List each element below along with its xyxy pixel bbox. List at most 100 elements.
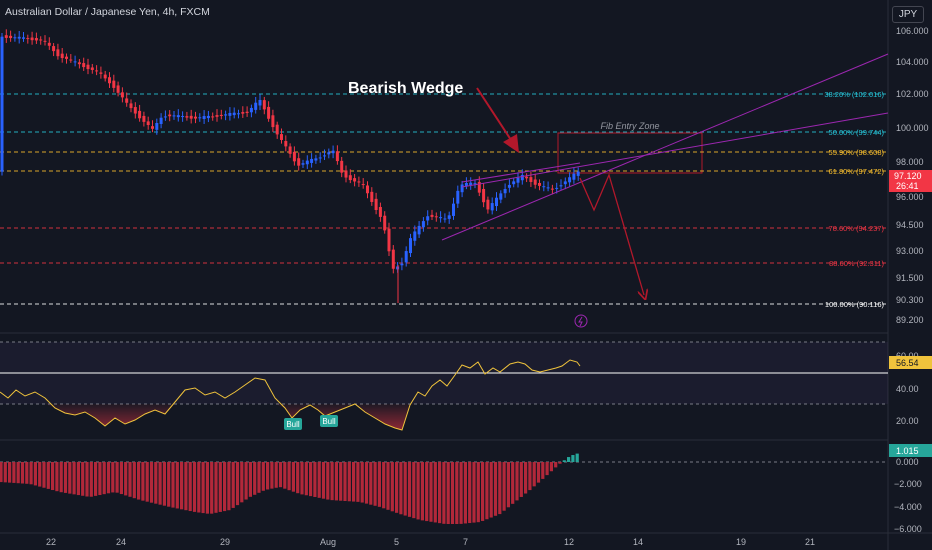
candle-body [241,112,245,114]
macd-bar [296,462,300,494]
macd-bar [446,462,450,524]
rsi-value-tag: 56.54 [889,356,932,369]
macd-bar [472,462,476,523]
macd-bar [85,462,89,497]
lightning-icon[interactable] [574,314,588,328]
macd-bar [184,462,188,511]
candle-body [430,214,434,217]
fib-level-label: 78.60% (94.237) [829,224,885,233]
macd-bar [554,462,558,468]
candle-body [572,173,576,180]
macd-bar [257,462,261,493]
fib-entry-zone[interactable] [557,132,703,174]
candle-body [542,186,546,188]
macd-bar [468,462,472,524]
candle-body [271,115,275,128]
currency-button[interactable]: JPY [892,6,924,23]
macd-bar [141,462,145,501]
macd-tick: −2.000 [894,479,922,489]
macd-bar [42,462,46,488]
macd-bar [334,462,338,501]
macd-bar [132,462,136,499]
macd-bar [442,462,446,524]
candle-body [211,116,215,118]
macd-bar [253,462,257,495]
candle-body [409,238,412,254]
candle-body [155,123,159,130]
candle-body [39,39,43,41]
fib-level-label: 100.00% (90.116) [825,300,885,309]
fib-level-label: 50.00% (99.744) [829,128,885,137]
candle-body [215,115,219,117]
macd-bar [339,462,343,501]
fib-entry-zone-label: Fib Entry Zone [600,121,659,131]
macd-bar [106,462,111,494]
macd-bar [235,462,240,506]
candle-body [275,124,279,135]
macd-bar [231,462,235,508]
macd-bar [59,462,63,493]
macd-value-tag: 1.015 [889,444,932,457]
wedge-inner-trendline[interactable] [461,162,581,183]
bull-badge[interactable]: Bull [320,415,338,427]
candle-body [232,112,236,116]
candle-body [129,103,133,109]
macd-bar [519,462,523,497]
macd-bar [51,462,55,491]
candle-body [112,80,116,88]
candle-body [318,157,322,159]
candle-body [533,179,537,185]
macd-bar [287,462,291,491]
candle-body [460,184,464,193]
candle-body [374,198,378,210]
time-tick: 7 [463,537,468,547]
macd-bar [205,462,209,514]
wedge-lower-trendline[interactable] [441,53,889,241]
candle-body [198,117,202,119]
macd-bar [343,462,347,501]
symbol-title[interactable]: Australian Dollar / Japanese Yen, 4h, FX… [5,6,210,18]
projected-move-arrow[interactable] [579,173,644,295]
candle-body [254,102,258,110]
price-tick: 102.000 [896,89,929,99]
candle-body [9,35,13,39]
macd-bar [429,462,433,522]
price-tick: 91.500 [896,273,924,283]
macd-bar [102,462,106,495]
candle-body [486,199,490,210]
wedge-upper-trendline[interactable] [461,112,889,188]
candle-body [357,181,361,183]
candle-body [559,185,563,187]
macd-bar [25,462,29,484]
macd-bar [532,462,536,487]
macd-bar [382,462,386,509]
candle-body [52,46,56,52]
macd-bar [201,462,205,514]
macd-bar [420,462,424,521]
macd-bar [364,462,369,504]
macd-bar [214,462,218,513]
macd-bar [278,462,283,488]
macd-bar [395,462,399,513]
bull-badge[interactable]: Bull [284,418,302,430]
candle-body [550,188,554,190]
candle-body [456,190,460,204]
candle-body [103,74,107,79]
candle-body [477,182,481,193]
macd-bar [407,462,412,517]
macd-bar [283,462,287,489]
fib-level-label: 61.80% (97.472) [829,167,885,176]
time-tick: 29 [220,537,230,547]
macd-bar [16,462,20,484]
candle-body [146,121,150,126]
candle-body [310,158,314,163]
svg-text:97.120: 97.120 [894,171,922,181]
rsi-line [0,359,581,431]
candle-body [95,70,99,72]
candle-body [378,207,382,217]
candle-body [353,178,357,182]
candle-body [568,177,572,183]
candle-body [142,115,146,122]
macd-bar [111,462,115,493]
